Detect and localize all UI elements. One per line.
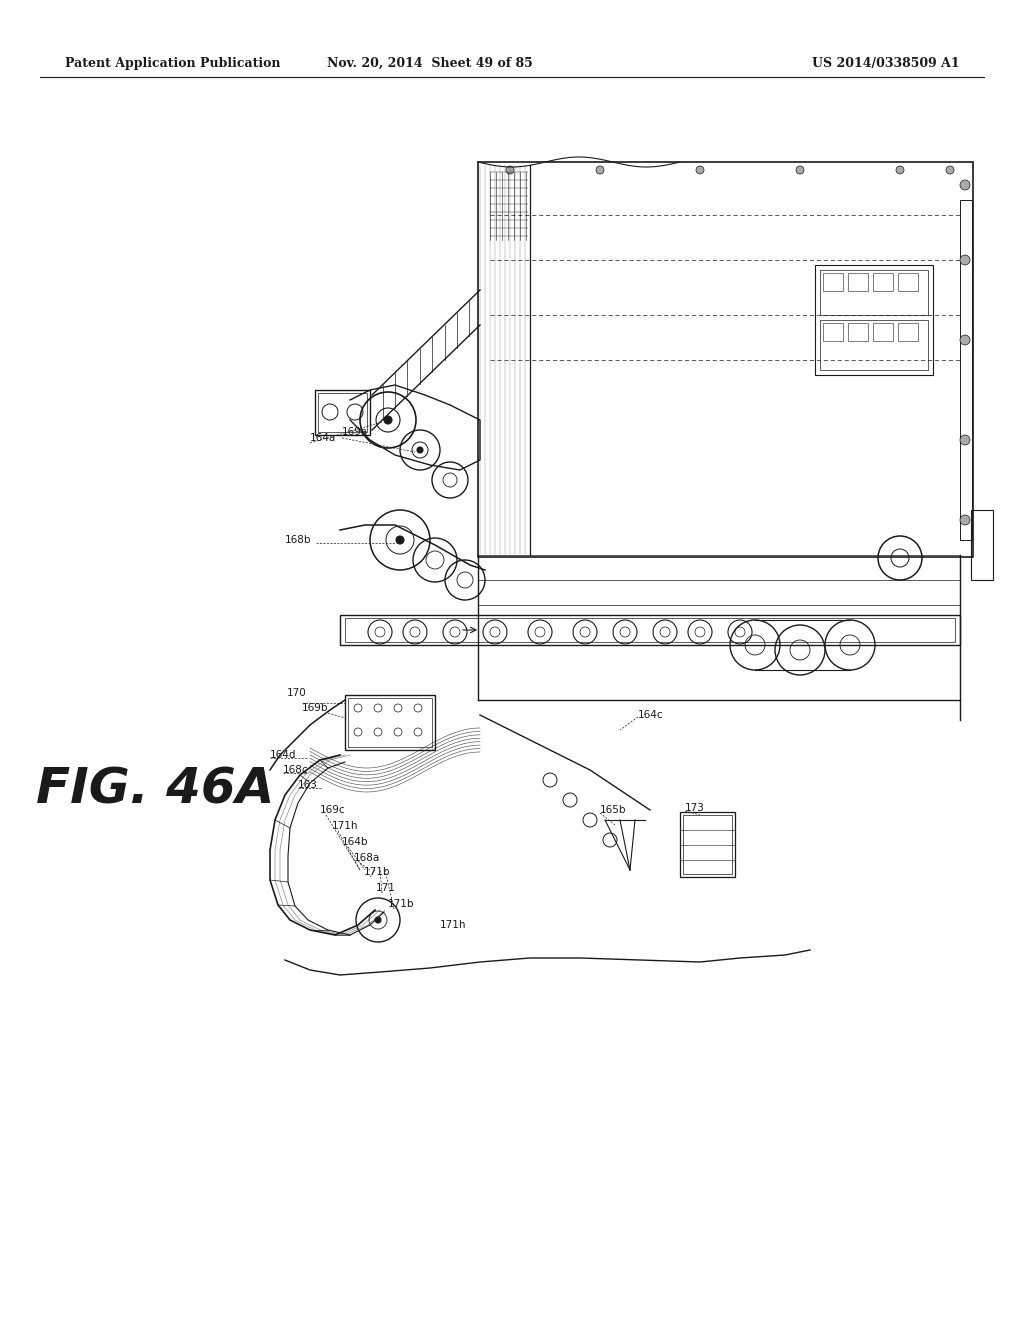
Circle shape [417,447,423,453]
Bar [898,273,918,290]
Text: 169a: 169a [342,426,369,437]
Circle shape [696,166,705,174]
Text: 164c: 164c [638,710,664,719]
Bar [318,393,367,432]
Circle shape [961,515,970,525]
Bar [898,323,918,341]
Bar [961,201,972,540]
Bar [823,273,843,290]
Bar [848,323,868,341]
Bar [345,618,955,642]
Text: 164b: 164b [342,837,369,847]
Text: 168a: 168a [354,853,380,863]
Text: 163: 163 [298,780,317,789]
Text: 169c: 169c [319,805,346,814]
Circle shape [946,166,954,174]
Circle shape [961,255,970,265]
Text: 169b: 169b [302,704,329,713]
Text: 165b: 165b [600,805,627,814]
Bar [820,271,928,315]
Circle shape [961,335,970,345]
Bar [315,389,370,436]
Text: 171b: 171b [364,867,390,876]
Text: 164d: 164d [270,750,297,760]
Circle shape [384,416,392,424]
Bar [848,273,868,290]
Circle shape [506,166,514,174]
Bar [348,698,432,747]
Text: 171: 171 [376,883,396,894]
Text: Nov. 20, 2014  Sheet 49 of 85: Nov. 20, 2014 Sheet 49 of 85 [327,57,532,70]
Bar [478,162,973,557]
Text: 168b: 168b [285,535,311,545]
Circle shape [896,166,904,174]
Bar [873,273,893,290]
Text: 171h: 171h [440,920,467,931]
Text: 164a: 164a [310,433,336,444]
Bar [815,265,933,375]
Bar [683,814,732,874]
Text: 170: 170 [287,688,307,698]
Bar [680,812,735,876]
Bar [820,319,928,370]
Bar [823,323,843,341]
Bar [340,615,961,645]
Bar [873,323,893,341]
Circle shape [396,536,404,544]
Bar [971,510,993,579]
Text: Patent Application Publication: Patent Application Publication [65,57,281,70]
Circle shape [375,917,381,923]
Bar [345,696,435,750]
Text: 171b: 171b [388,899,415,909]
Circle shape [596,166,604,174]
Circle shape [796,166,804,174]
Text: FIG. 46A: FIG. 46A [36,766,274,814]
Circle shape [961,180,970,190]
Text: 173: 173 [685,803,705,813]
Circle shape [961,436,970,445]
Text: 171h: 171h [332,821,358,832]
Text: US 2014/0338509 A1: US 2014/0338509 A1 [812,57,961,70]
Text: 168c: 168c [283,766,308,775]
